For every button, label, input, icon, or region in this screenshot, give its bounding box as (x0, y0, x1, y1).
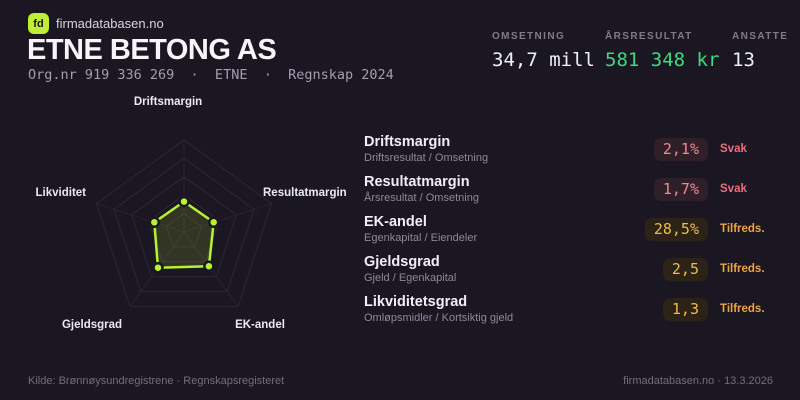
radar-axis-gjeldsgrad: Gjeldsgrad (61, 319, 123, 331)
radar-chart (95, 139, 273, 307)
radar-axis-resultatmargin: Resultatmargin (263, 187, 347, 199)
metric-status-label: Svak (720, 143, 747, 155)
metric-text: EK-andel Egenkapital / Eiendeler (364, 214, 590, 245)
metric-badge-wrap: 2,5 (590, 257, 708, 281)
metric-row-ek-andel: EK-andel Egenkapital / Eiendeler 28,5% T… (364, 209, 778, 249)
radar-axis-driftsmargin: Driftsmargin (133, 96, 203, 108)
metric-row-gjeldsgrad: Gjeldsgrad Gjeld / Egenkapital 2,5 Tilfr… (364, 249, 778, 289)
stat-arsresultat: ÅRSRESULTAT 581 348 kr (605, 31, 719, 71)
metric-value-badge: 1,7% (653, 177, 708, 201)
metric-row-resultatmargin: Resultatmargin Årsresultat / Omsetning 1… (364, 169, 778, 209)
metric-formula: Omløpsmidler / Kortsiktig gjeld (364, 311, 514, 324)
page-title: ETNE BETONG AS (27, 34, 277, 66)
metric-list: Driftsmargin Driftsresultat / Omsetning … (364, 129, 778, 329)
metric-badge-wrap: 2,1% (590, 137, 708, 161)
metric-value-badge: 1,3 (662, 297, 708, 321)
footer-source: Kilde: Brønnøysundregistrene · Regnskaps… (28, 375, 285, 387)
metric-title: EK-andel (364, 213, 427, 230)
metric-row-likviditetsgrad: Likviditetsgrad Omløpsmidler / Kortsikti… (364, 289, 778, 329)
metric-title: Gjeldsgrad (364, 253, 440, 270)
metric-value-badge: 2,1% (653, 137, 708, 161)
stat-value: 13 (732, 49, 755, 71)
metric-badge-wrap: 28,5% (590, 217, 708, 241)
firmadatabasen-logo-icon: fd (28, 13, 49, 34)
metric-value-badge: 28,5% (644, 217, 708, 241)
metric-text: Resultatmargin Årsresultat / Omsetning (364, 174, 590, 205)
metric-status-label: Tilfreds. (720, 303, 765, 315)
metric-title: Resultatmargin (364, 173, 470, 190)
footer-site-date: firmadatabasen.no · 13.3.2026 (623, 375, 773, 387)
metric-status-label: Tilfreds. (720, 263, 765, 275)
metric-text: Driftsmargin Driftsresultat / Omsetning (364, 134, 590, 165)
metric-text: Gjeldsgrad Gjeld / Egenkapital (364, 254, 590, 285)
stat-value: 581 348 kr (605, 49, 720, 71)
stat-value: 34,7 mill (492, 49, 595, 71)
metric-formula: Egenkapital / Eiendeler (364, 231, 478, 244)
metric-row-driftsmargin: Driftsmargin Driftsresultat / Omsetning … (364, 129, 778, 169)
stat-label: OMSETNING (492, 31, 566, 42)
metric-text: Likviditetsgrad Omløpsmidler / Kortsikti… (364, 294, 590, 325)
org-info-line: Org.nr 919 336 269 · ETNE · Regnskap 202… (28, 67, 394, 83)
metric-status-label: Svak (720, 183, 747, 195)
metric-status-label: Tilfreds. (720, 223, 765, 235)
metric-badge-wrap: 1,3 (590, 297, 708, 321)
metric-title: Driftsmargin (364, 133, 451, 150)
stat-label: ANSATTE (732, 31, 789, 42)
metric-value-badge: 2,5 (662, 257, 708, 281)
metric-badge-wrap: 1,7% (590, 177, 708, 201)
stat-label: ÅRSRESULTAT (605, 31, 693, 42)
radar-axis-ek-andel: EK-andel (235, 319, 285, 331)
metric-formula: Gjeld / Egenkapital (364, 271, 457, 284)
site-name: firmadatabasen.no (56, 16, 164, 31)
metric-title: Likviditetsgrad (364, 293, 468, 310)
metric-formula: Årsresultat / Omsetning (364, 191, 479, 204)
radar-axis-likviditet: Likviditet (35, 187, 86, 199)
stat-ansatte: ANSATTE 13 (732, 31, 788, 71)
stat-omsetning: OMSETNING 34,7 mill (492, 31, 595, 71)
metric-formula: Driftsresultat / Omsetning (364, 151, 489, 164)
